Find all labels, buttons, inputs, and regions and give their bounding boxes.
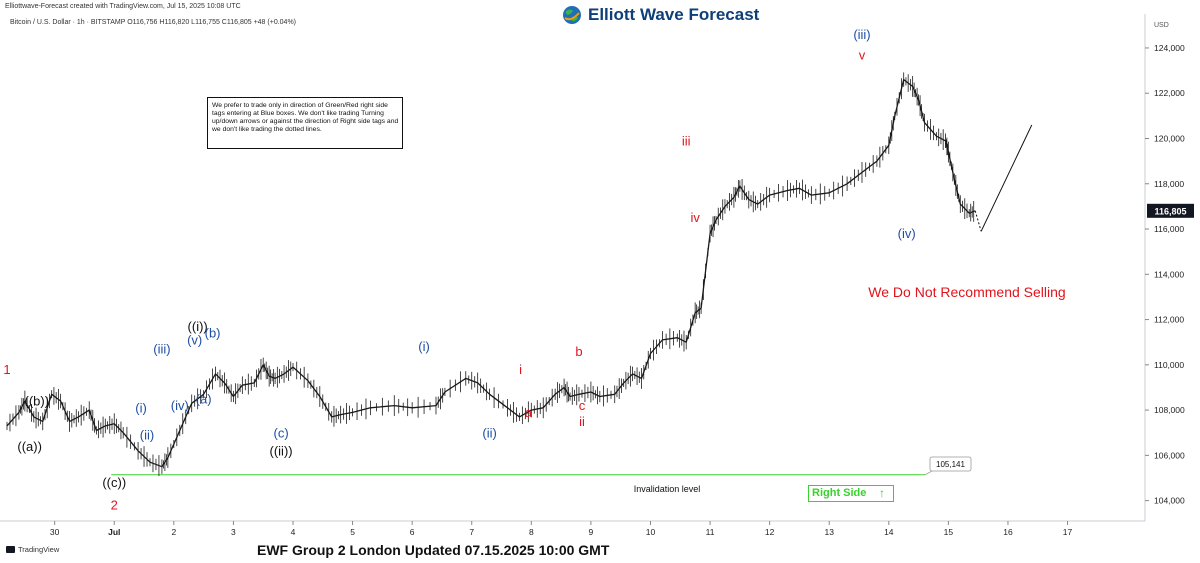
y-tick-label: 108,000 — [1154, 405, 1185, 415]
x-tick-label: 7 — [469, 527, 474, 537]
tradingview-logo-icon — [6, 546, 15, 553]
logo-text: Elliott Wave Forecast — [588, 5, 760, 24]
x-tick-label: 11 — [706, 527, 715, 537]
tradingview-label: TradingView — [18, 545, 60, 554]
x-tick-label: 2 — [171, 527, 176, 537]
wave-label: v — [859, 47, 866, 62]
symbol-line: Bitcoin / U.S. Dollar · 1h · BITSTAMP O1… — [10, 19, 296, 26]
y-tick-label: 120,000 — [1154, 133, 1185, 143]
y-tick-label: 118,000 — [1154, 179, 1184, 189]
wave-label: (i) — [418, 339, 430, 354]
credit-line: Elliottwave-Forecast created with Tradin… — [5, 3, 241, 10]
wave-label: (ii) — [140, 428, 154, 443]
wave-label: 2 — [111, 498, 118, 513]
wave-label: a — [525, 405, 533, 420]
y-tick-label: 106,000 — [1154, 450, 1185, 460]
wave-label: (iii) — [853, 27, 870, 42]
wave-label: ((a)) — [17, 439, 42, 454]
right-side-tag: Right Side ↑ — [808, 485, 894, 502]
x-tick-label: 12 — [765, 527, 775, 537]
wave-label: iv — [690, 210, 700, 225]
wave-label: (a) — [196, 391, 212, 406]
x-tick-label: 3 — [231, 527, 236, 537]
right-side-label: Right Side — [812, 487, 867, 499]
globe-icon — [563, 6, 581, 24]
x-tick-label: 10 — [646, 527, 656, 537]
no-selling-note: We Do Not Recommend Selling — [868, 284, 1065, 300]
x-tick-label: 4 — [291, 527, 296, 537]
wave-label: (v) — [187, 332, 202, 347]
projection-line — [980, 124, 1033, 232]
wave-label: (ii) — [482, 425, 496, 440]
x-tick-label: 9 — [589, 527, 594, 537]
wave-label: (iv) — [898, 226, 916, 241]
trading-note: We prefer to trade only in direction of … — [207, 97, 403, 149]
invalidation-value-box — [929, 456, 972, 472]
y-tick-label: 116,000 — [1154, 224, 1184, 234]
y-tick-label: 112,000 — [1154, 315, 1184, 325]
x-tick-label: 16 — [1003, 527, 1013, 537]
invalidation-value: 105,141 — [936, 460, 965, 469]
wave-label: (c) — [273, 425, 288, 440]
last-price-tag — [1147, 203, 1194, 218]
x-tick-label: 30 — [50, 527, 60, 537]
x-tick-label: Jul — [108, 527, 120, 537]
x-tick-label: 14 — [884, 527, 894, 537]
y-tick-label: 122,000 — [1154, 88, 1185, 98]
wave-label: ((b)) — [25, 394, 50, 409]
x-tick-label: 6 — [410, 527, 415, 537]
y-tick-label: 110,000 — [1154, 360, 1184, 370]
wave-label: ii — [579, 414, 585, 429]
x-tick-label: 17 — [1063, 527, 1073, 537]
wave-label: ((c)) — [102, 475, 126, 490]
wave-label: 1 — [3, 362, 10, 377]
x-tick-label: 13 — [824, 527, 834, 537]
y-tick-label: 124,000 — [1154, 43, 1185, 53]
currency-label: USD — [1154, 22, 1169, 29]
wave-label: b — [575, 344, 582, 359]
projection-dotted — [974, 210, 982, 232]
wave-label: (i) — [135, 400, 147, 415]
wave-label: c — [579, 398, 586, 413]
invalidation-label: Invalidation level — [634, 484, 701, 494]
y-tick-label: 114,000 — [1154, 269, 1184, 279]
wave-label: i — [519, 362, 522, 377]
wave-label: ((ii)) — [270, 443, 293, 458]
price-series — [6, 78, 976, 468]
wave-label: iii — [682, 133, 691, 148]
tradingview-watermark: TradingView — [6, 545, 59, 554]
x-tick-label: 8 — [529, 527, 534, 537]
y-tick-label: 104,000 — [1154, 496, 1185, 506]
wave-label: ((i)) — [188, 319, 208, 334]
invalidation-callout-line — [924, 470, 933, 476]
x-tick-label: 15 — [944, 527, 954, 537]
wave-label: (iv) — [171, 398, 189, 413]
update-footer: EWF Group 2 London Updated 07.15.2025 10… — [257, 542, 610, 558]
last-price-value: 116,805 — [1154, 206, 1186, 216]
up-arrow-icon: ↑ — [879, 486, 885, 500]
x-tick-label: 5 — [350, 527, 355, 537]
wave-label: (iii) — [153, 342, 170, 357]
logo: Elliott Wave Forecast — [562, 4, 759, 26]
wave-label: (b) — [205, 326, 221, 341]
